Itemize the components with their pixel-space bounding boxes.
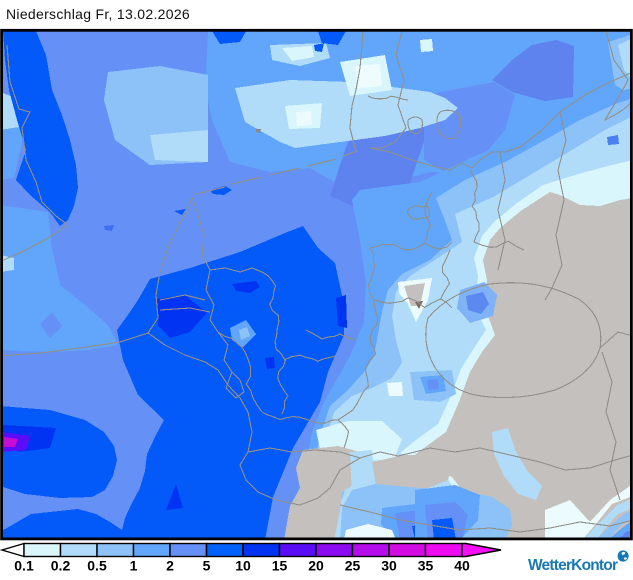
svg-text:0.2: 0.2 <box>51 558 71 574</box>
svg-text:25: 25 <box>345 558 361 574</box>
svg-text:1: 1 <box>130 558 138 574</box>
svg-text:10: 10 <box>235 558 251 574</box>
svg-text:40: 40 <box>454 558 470 574</box>
svg-text:30: 30 <box>381 558 397 574</box>
svg-text:35: 35 <box>418 558 434 574</box>
svg-text:5: 5 <box>203 558 211 574</box>
svg-text:WetterKontor: WetterKontor <box>528 557 618 574</box>
svg-text:2: 2 <box>166 558 174 574</box>
svg-text:15: 15 <box>272 558 288 574</box>
svg-text:20: 20 <box>308 558 324 574</box>
svg-text:0.1: 0.1 <box>14 558 34 574</box>
svg-text:0.5: 0.5 <box>87 558 107 574</box>
